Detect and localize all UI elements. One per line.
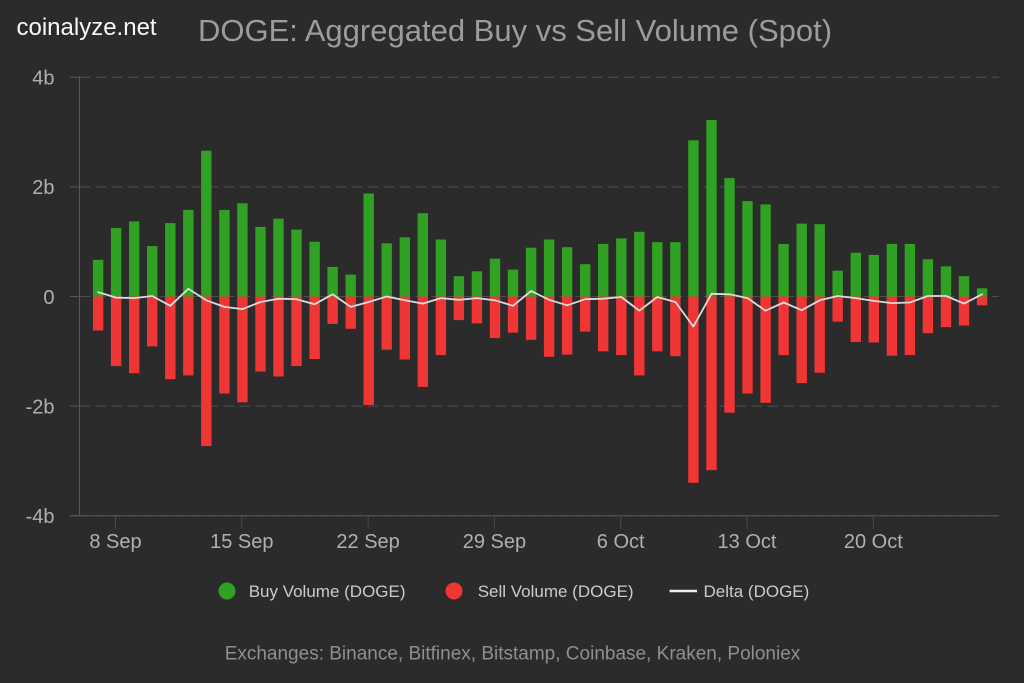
svg-text:-2b: -2b bbox=[26, 396, 55, 418]
svg-text:15 Sep: 15 Sep bbox=[210, 531, 273, 553]
svg-text:2b: 2b bbox=[32, 177, 54, 199]
svg-text:Sell Volume (DOGE): Sell Volume (DOGE) bbox=[478, 582, 634, 601]
svg-text:-4b: -4b bbox=[26, 506, 55, 528]
svg-text:8 Sep: 8 Sep bbox=[89, 531, 141, 553]
svg-text:0: 0 bbox=[43, 287, 54, 309]
svg-text:Exchanges: Binance, Bitfinex,: Exchanges: Binance, Bitfinex, Bitstamp, … bbox=[225, 644, 801, 665]
svg-text:4b: 4b bbox=[32, 68, 54, 90]
svg-text:DOGE: Aggregated Buy vs Sell V: DOGE: Aggregated Buy vs Sell Volume (Spo… bbox=[198, 13, 832, 48]
svg-text:29 Sep: 29 Sep bbox=[463, 531, 526, 553]
svg-text:13 Oct: 13 Oct bbox=[718, 531, 777, 553]
svg-text:Buy Volume (DOGE): Buy Volume (DOGE) bbox=[249, 582, 406, 601]
svg-text:coinalyze.net: coinalyze.net bbox=[17, 14, 157, 41]
svg-text:20 Oct: 20 Oct bbox=[844, 531, 903, 553]
svg-text:6 Oct: 6 Oct bbox=[597, 531, 645, 553]
svg-text:22 Sep: 22 Sep bbox=[336, 531, 399, 553]
svg-text:Delta (DOGE): Delta (DOGE) bbox=[704, 582, 810, 601]
